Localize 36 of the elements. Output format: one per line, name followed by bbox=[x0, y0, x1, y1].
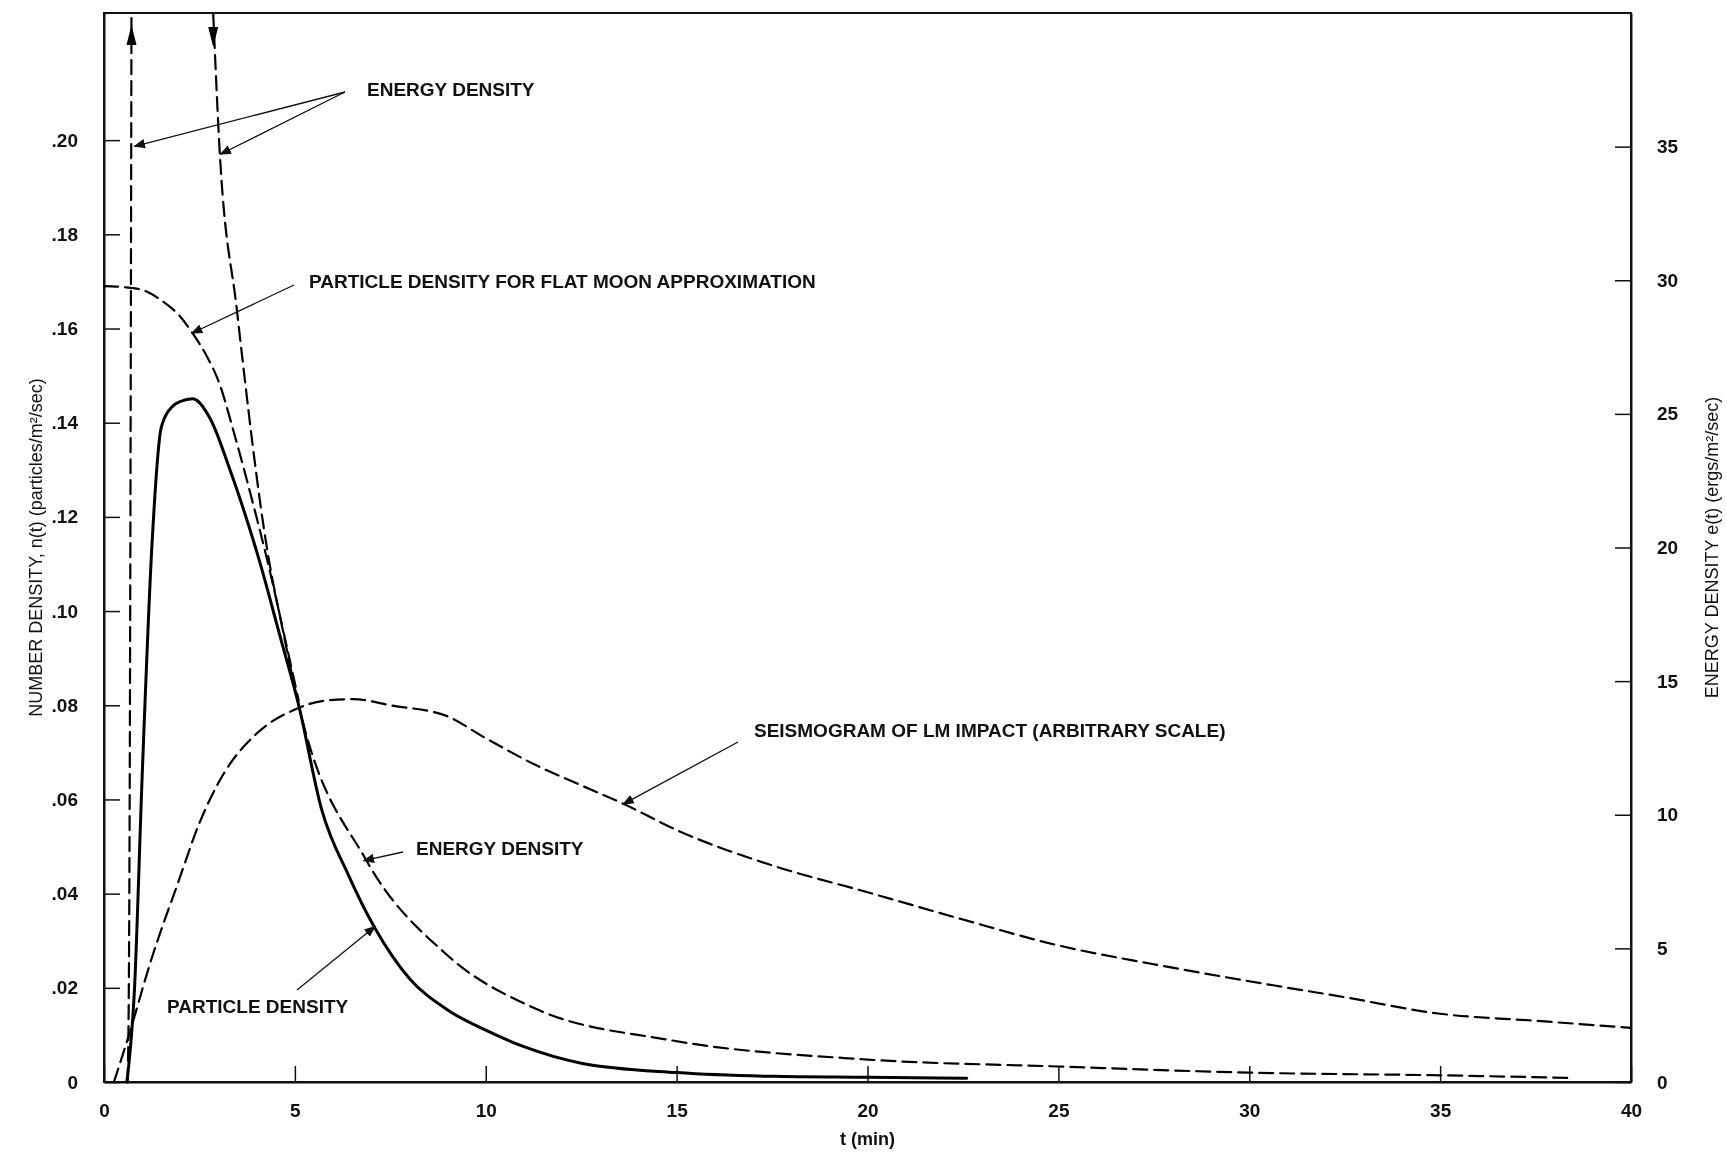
y-tick-label: .12 bbox=[51, 506, 78, 528]
y2-tick-label: 10 bbox=[1657, 804, 1679, 826]
x-axis-title: t (min) bbox=[840, 1129, 895, 1149]
annotation: ENERGY DENSITY bbox=[416, 838, 584, 859]
annotation: PARTICLE DENSITY bbox=[167, 996, 349, 1017]
x-tick-label: 10 bbox=[475, 1100, 497, 1122]
x-tick-label: 0 bbox=[99, 1100, 110, 1122]
x-tick-label: 25 bbox=[1048, 1100, 1070, 1122]
y-tick-label: .08 bbox=[51, 694, 78, 716]
y-axis-title: NUMBER DENSITY, n(t) (particles/m²/sec) bbox=[26, 378, 46, 717]
x-tick-label: 30 bbox=[1239, 1100, 1261, 1122]
annotation: ENERGY DENSITY bbox=[367, 79, 535, 100]
y-tick-label: .18 bbox=[51, 223, 78, 245]
y-tick-label: .02 bbox=[51, 977, 78, 999]
y-tick-label: .16 bbox=[51, 318, 78, 340]
annotation: SEISMOGRAM OF LM IMPACT (ARBITRARY SCALE) bbox=[754, 720, 1226, 741]
y2-tick-label: 5 bbox=[1657, 937, 1668, 959]
annotation: PARTICLE DENSITY FOR FLAT MOON APPROXIMATION bbox=[309, 271, 816, 292]
y2-tick-label: 25 bbox=[1657, 403, 1679, 425]
x-tick-label: 20 bbox=[857, 1100, 879, 1122]
y2-tick-label: 30 bbox=[1657, 269, 1679, 291]
x-tick-label: 40 bbox=[1620, 1100, 1643, 1122]
y2-tick-label: 15 bbox=[1657, 670, 1679, 692]
y-tick-label: .04 bbox=[51, 883, 79, 905]
y-tick-label: 0 bbox=[67, 1071, 78, 1093]
y2-tick-label: 0 bbox=[1657, 1071, 1668, 1093]
y2-tick-label: 35 bbox=[1657, 136, 1679, 158]
x-tick-label: 35 bbox=[1430, 1100, 1452, 1122]
y-tick-label: .14 bbox=[51, 412, 79, 434]
y-tick-label: .20 bbox=[51, 129, 78, 151]
y2-tick-label: 20 bbox=[1657, 537, 1679, 559]
x-tick-label: 15 bbox=[666, 1100, 689, 1122]
y-tick-label: .06 bbox=[51, 789, 78, 811]
y2-axis-title: ENERGY DENSITY e(t) (ergs/m²/sec) bbox=[1702, 396, 1722, 699]
y-tick-label: .10 bbox=[51, 600, 78, 622]
x-tick-label: 5 bbox=[290, 1100, 302, 1122]
